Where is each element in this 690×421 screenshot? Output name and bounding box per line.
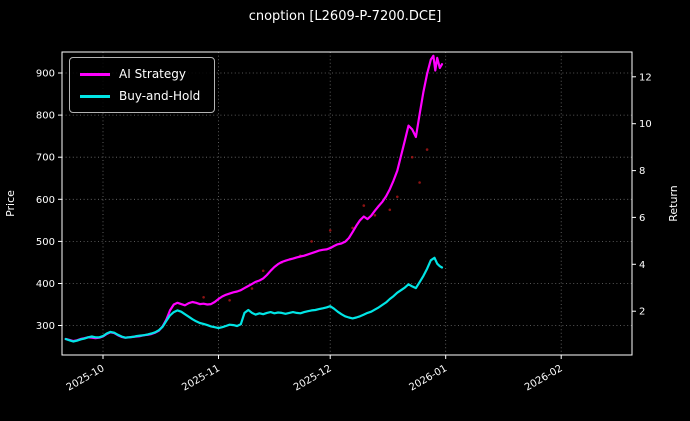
axis-tick-labels: 300 400 500 600 700 800 900 2 4 6 8 10 12 2025-10 2025… xyxy=(36,69,652,394)
price-tick-label: 900 xyxy=(36,69,55,80)
legend-label-ai-strategy: AI Strategy xyxy=(119,67,186,81)
price-tick-label: 700 xyxy=(36,153,55,164)
return-tick-label: 12 xyxy=(639,72,652,83)
return-tick-label: 6 xyxy=(639,213,645,224)
price-tick-label: 800 xyxy=(36,111,55,122)
date-tick-label: 2025-11 xyxy=(180,363,222,393)
chart-title: cnoption [L2609-P-7200.DCE] xyxy=(248,9,442,24)
legend-label-buy-and-hold: Buy-and-Hold xyxy=(119,89,201,103)
legend-item-ai-strategy: AI Strategy xyxy=(80,67,200,81)
legend-item-buy-and-hold: Buy-and-Hold xyxy=(80,89,200,103)
ai-strategy-line-swatch xyxy=(80,72,110,76)
price-tick-label: 400 xyxy=(36,279,55,290)
return-tick-label: 10 xyxy=(639,119,652,130)
return-tick-label: 2 xyxy=(639,307,645,318)
series-line-buy-and-hold xyxy=(64,256,444,343)
date-tick-label: 2026-02 xyxy=(523,363,565,393)
return-tick-label: 8 xyxy=(639,166,645,177)
return-axis-label: Return xyxy=(667,185,680,222)
price-tick-label: 500 xyxy=(36,237,55,248)
plot-border xyxy=(61,51,633,356)
price-tick-label: 300 xyxy=(36,321,55,332)
buy-and-hold-line-swatch xyxy=(80,94,110,98)
date-tick-label: 2026-01 xyxy=(408,363,450,393)
price-tick-label: 600 xyxy=(36,195,55,206)
date-tick-label: 2025-10 xyxy=(65,363,107,393)
price-axis-label: Price xyxy=(4,190,17,217)
signal-dots xyxy=(202,148,429,302)
return-tick-label: 4 xyxy=(639,260,645,271)
axis-ticks xyxy=(58,72,636,359)
date-tick-label: 2025-12 xyxy=(292,363,334,393)
legend: AI Strategy Buy-and-Hold xyxy=(69,57,216,113)
